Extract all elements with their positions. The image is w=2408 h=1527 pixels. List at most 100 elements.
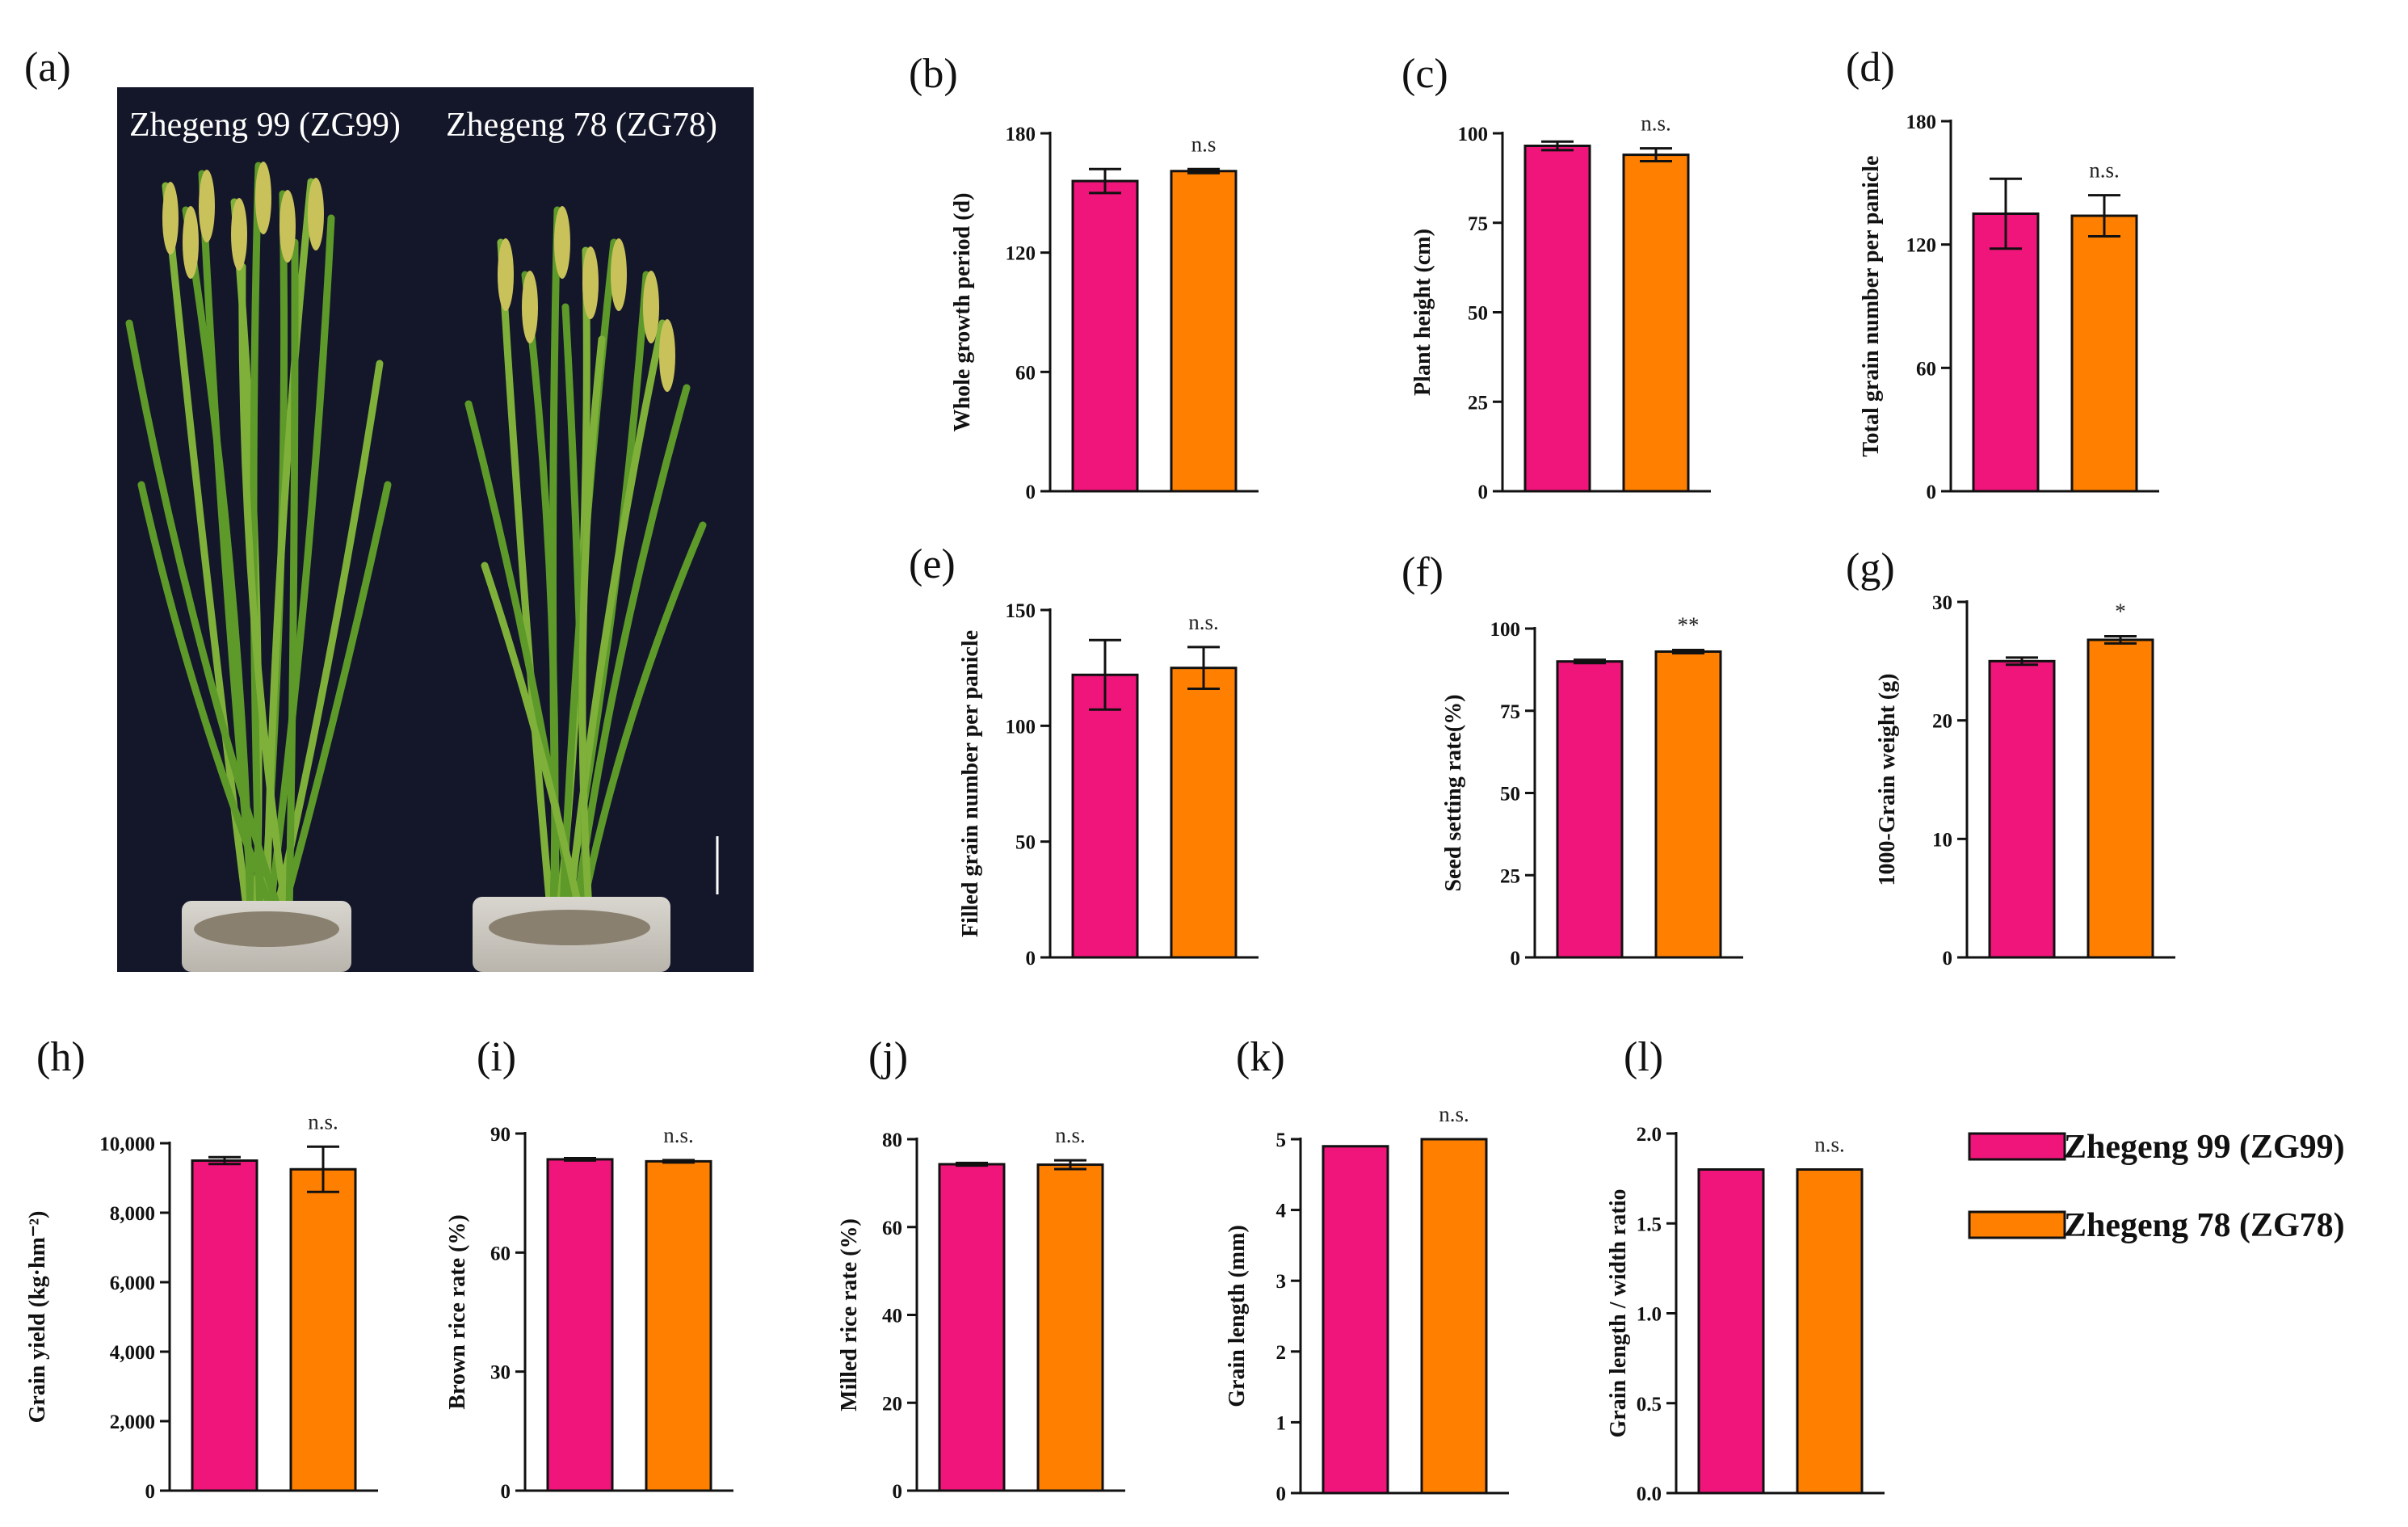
y-tick-label: 20 [1932,711,1952,733]
panel-label: (f) [1402,549,1444,595]
y-tick-label: 150 [1006,600,1036,622]
y-axis-label: Seed setting rate(%) [1441,694,1466,891]
bar [1556,660,1624,959]
bar [1071,673,1139,959]
panel-label: (k) [1236,1034,1285,1080]
chart-f: (f) 0 25 50 75 100 Seed setting rate(%) ** [1402,549,1743,970]
panel-label: (h) [36,1034,86,1080]
y-axis-label: Grain yield (kg·hm⁻²) [25,1211,50,1424]
photo-caption-right: Zhegeng 78 (ZG78) [446,107,717,144]
y-tick-label: 60 [1916,358,1936,380]
rice-panicle [522,271,538,343]
bar [191,1159,258,1492]
legend-label-zg99: Zhegeng 99 (ZG99) [2064,1129,2345,1166]
y-tick-label: 25 [1468,392,1488,414]
y-axis-label: Total grain number per panicle [1859,156,1884,457]
rice-panicle [582,246,599,319]
bar [2087,638,2154,959]
y-tick-label: 20 [882,1393,902,1415]
legend-swatch-zg78 [1968,1210,2066,1239]
y-tick-label: 0 [1478,482,1489,503]
bar [1071,179,1139,493]
photo-panel-label: (a) [24,44,71,90]
leaf [578,521,707,913]
chart-g: (g) 0 10 20 30 1000-Grain weight (g) * [1846,545,2175,970]
y-tick-label: 80 [882,1129,902,1151]
y-tick-label: 180 [1906,111,1937,133]
photo-caption-left: Zhegeng 99 (ZG99) [129,107,401,144]
rice-panicle [279,190,296,263]
y-axis-label: Grain length (mm) [1225,1225,1250,1407]
y-tick-label: 90 [490,1124,511,1146]
y-tick-label: 0.5 [1637,1394,1662,1416]
y-tick-label: 0 [1927,482,1937,503]
leaf [285,238,299,917]
bar [289,1167,357,1492]
y-tick-label: 0 [1943,948,1953,970]
rice-panicle [199,170,215,242]
y-axis-label: Brown rice rate (%) [445,1214,470,1409]
significance-label: n.s. [1055,1123,1086,1147]
rice-panicle [659,319,675,392]
rice-panicle [643,271,659,343]
y-tick-label: 40 [882,1306,902,1327]
panel-label: (j) [868,1034,908,1080]
y-tick-label: 120 [1906,235,1937,257]
chart-d: (d) 0 60 120 180 Total grain number per panic… [1846,44,2159,503]
leaf [481,562,583,913]
y-tick-label: 10,000 [99,1134,155,1155]
significance-label: n.s. [1188,610,1219,634]
y-tick-label: 60 [490,1243,511,1264]
leaf [137,481,277,917]
soil-right [489,910,650,945]
rice-panicle [231,198,247,271]
y-tick-label: 10 [1932,829,1952,851]
y-tick-label: 75 [1500,701,1520,723]
y-axis-label: Milled rice rate (%) [837,1218,862,1411]
rice-panicle [308,178,324,250]
significance-label: n.s. [1641,111,1671,136]
y-tick-label: 1 [1276,1412,1287,1434]
y-axis-label: 1000-Grain weight (g) [1875,674,1900,886]
y-axis-label: Filled grain number per panicle [958,630,983,937]
chart-i: (i) 0 30 60 90 Brown rice rate (%) n.s. [445,1034,733,1503]
y-tick-label: 0 [1026,948,1036,970]
rice-panicle [554,206,570,279]
y-tick-label: 1.0 [1637,1304,1662,1326]
legend: Zhegeng 99 (ZG99) Zhegeng 78 (ZG78) [1968,1129,2345,1244]
leaf [279,481,392,917]
chart-k: (k) 0 1 2 3 4 5 Grain length (mm) n.s. [1225,1034,1509,1505]
y-tick-label: 5 [1276,1129,1287,1151]
leaf [565,319,666,913]
y-tick-label: 60 [1015,362,1036,384]
y-tick-label: 4 [1276,1201,1287,1222]
leaf [497,238,554,913]
y-tick-label: 0.0 [1637,1483,1662,1505]
y-tick-label: 30 [1932,592,1952,614]
rice-panicle [611,238,627,311]
significance-label: n.s. [663,1123,694,1147]
y-tick-label: 120 [1006,243,1036,265]
leaf [266,214,335,917]
leaf [238,263,290,917]
rice-panicle [255,162,271,234]
y-tick-label: 2 [1276,1342,1287,1364]
bar [1420,1138,1488,1495]
bar [1654,650,1722,959]
leaf [250,162,264,917]
y-tick-label: 0 [893,1481,903,1503]
rice-panicle [162,182,179,254]
significance-label: ** [1678,612,1700,637]
rice-panicle [183,206,199,279]
significance-label: n.s. [1439,1102,1469,1126]
chart-j: (j) 0 20 40 60 80 Milled rice rate (%) n.s. [837,1034,1125,1503]
y-tick-label: 30 [490,1362,511,1384]
y-tick-label: 180 [1006,124,1036,145]
y-tick-label: 0 [1026,482,1036,503]
chart-c: (c) 0 25 50 75 100 Plant height (cm) n.s. [1402,51,1711,503]
y-tick-label: 100 [1490,619,1521,641]
soil-left [194,911,339,947]
y-axis-label: Whole growth period (d) [950,193,975,432]
legend-label-zg78: Zhegeng 78 (ZG78) [2064,1207,2345,1244]
